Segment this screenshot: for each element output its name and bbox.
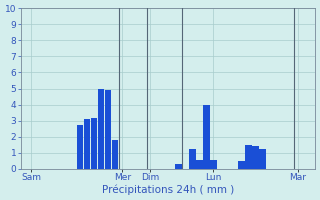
- Bar: [77, 125, 84, 169]
- Bar: [189, 149, 196, 169]
- Bar: [196, 160, 203, 169]
- Bar: [84, 119, 90, 169]
- Bar: [91, 118, 97, 169]
- Bar: [203, 105, 210, 169]
- Bar: [105, 90, 111, 169]
- Bar: [245, 145, 252, 169]
- Bar: [238, 161, 245, 169]
- Bar: [252, 146, 259, 169]
- Bar: [98, 89, 104, 169]
- Bar: [175, 164, 181, 169]
- Bar: [259, 149, 266, 169]
- X-axis label: Précipitations 24h ( mm ): Précipitations 24h ( mm ): [102, 185, 234, 195]
- Bar: [112, 140, 118, 169]
- Bar: [210, 160, 217, 169]
